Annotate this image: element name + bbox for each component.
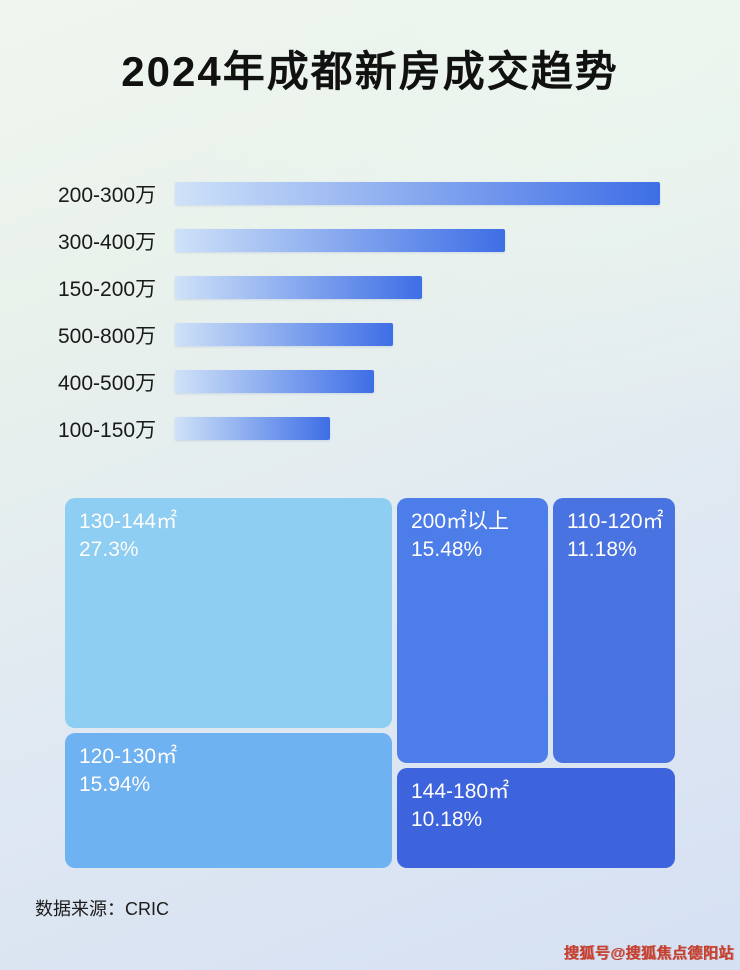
bar-row: 300-400万 xyxy=(58,229,660,254)
bar-track xyxy=(175,182,660,205)
bar-row: 500-800万 xyxy=(58,323,660,348)
treemap-cell-label: 120-130㎡ xyxy=(79,745,178,768)
bar xyxy=(175,417,331,440)
bar-track xyxy=(175,370,660,393)
treemap-cell-value: 10.18% xyxy=(411,808,483,832)
bar xyxy=(175,229,505,252)
treemap-cell: 144-180㎡ 10.18% xyxy=(397,768,675,868)
treemap-cell-value: 27.3% xyxy=(79,538,139,562)
bar xyxy=(175,323,394,346)
treemap-cell-value: 15.48% xyxy=(411,538,483,562)
price-range-bar-chart: 200-300万 300-400万 150-200万 500-800万 400-500万… xyxy=(58,182,660,464)
treemap-cell-label: 110-120㎡ xyxy=(567,510,664,533)
bar-track xyxy=(175,276,660,299)
bar xyxy=(175,182,660,205)
treemap-cell: 130-144㎡ 27.3% xyxy=(65,498,392,728)
bar-row: 150-200万 xyxy=(58,276,660,301)
treemap-cell-value: 11.18% xyxy=(567,538,637,562)
treemap-cell: 110-120㎡ 11.18% xyxy=(553,498,675,763)
treemap-cell: 200㎡以上 15.48% xyxy=(397,498,548,763)
page-title: 2024年成都新房成交趋势 xyxy=(121,48,619,95)
bar-track xyxy=(175,323,660,346)
area-share-treemap: 130-144㎡ 27.3% 200㎡以上 15.48% 110-120㎡ 11.18% 1… xyxy=(65,498,675,868)
treemap-cell-label: 130-144㎡ xyxy=(79,510,178,533)
treemap-cell-label: 200㎡以上 xyxy=(411,510,510,533)
bar-row: 200-300万 xyxy=(58,182,660,207)
bar-row: 400-500万 xyxy=(58,370,660,395)
watermark-label: 搜狐号@搜狐焦点德阳站 xyxy=(563,945,734,962)
bar-track xyxy=(175,417,660,440)
bar-category-label: 100-150万 xyxy=(58,418,157,442)
bar-row: 100-150万 xyxy=(58,417,660,442)
bar-category-label: 500-800万 xyxy=(58,324,157,348)
bar-category-label: 150-200万 xyxy=(58,277,157,301)
bar-category-label: 400-500万 xyxy=(58,371,157,395)
treemap-cell-label: 144-180㎡ xyxy=(411,780,510,803)
bar-category-label: 200-300万 xyxy=(58,183,157,207)
treemap-cell: 120-130㎡ 15.94% xyxy=(65,733,392,868)
treemap-cell-value: 15.94% xyxy=(79,773,151,797)
bar-track xyxy=(175,229,660,252)
data-source-label: 数据来源：CRIC xyxy=(35,899,169,919)
bar xyxy=(175,370,374,393)
bar xyxy=(175,276,423,299)
bar-category-label: 300-400万 xyxy=(58,230,157,254)
